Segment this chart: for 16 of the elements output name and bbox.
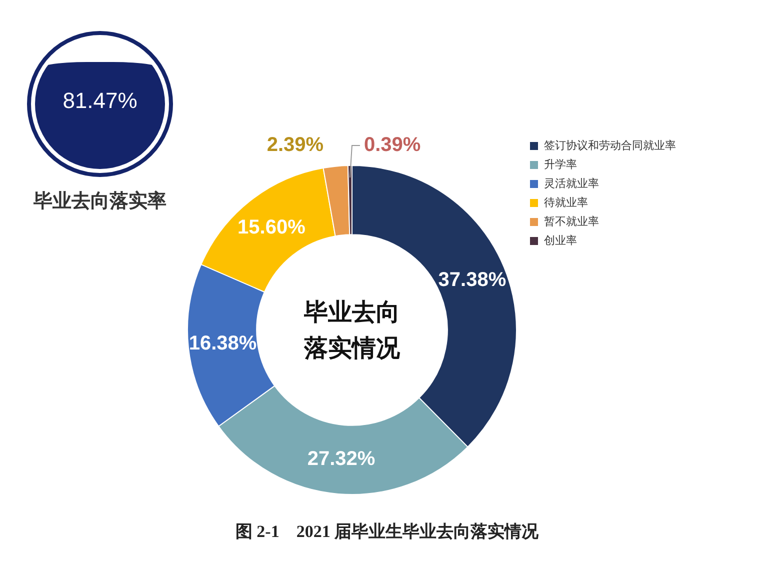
legend-label: 待就业率 [544,195,588,210]
caption: 图 2-1 2021 届毕业生毕业去向落实情况 [234,521,540,543]
data-label: 2.39% [266,134,324,156]
legend-label: 灵活就业率 [544,176,599,191]
text: 81.47% [62,88,138,114]
data-label: 15.60% [238,216,306,239]
text: 毕业去向落实率 [32,189,168,214]
data-label: 27.32% [307,448,376,470]
legend-label: 创业率 [544,233,577,248]
legend-label: 签订协议和劳动合同就业率 [544,138,676,153]
legend-label: 暂不就业率 [544,214,599,229]
data-label: 0.39% [364,134,421,156]
data-label: 16.38% [188,332,257,354]
data-label: 37.38% [438,269,506,292]
legend-label: 升学率 [544,157,577,172]
text: 毕业去向落实情况 [303,297,401,364]
